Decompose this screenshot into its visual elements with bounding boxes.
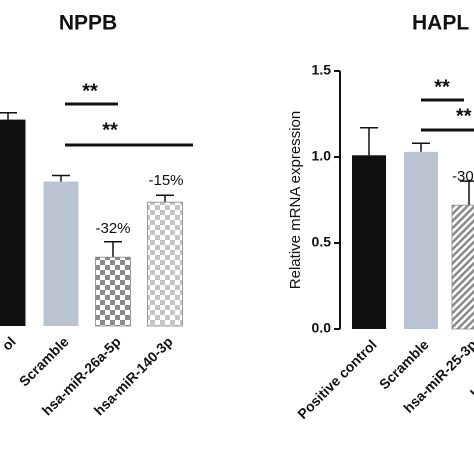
chart-title: NPPB	[59, 12, 117, 35]
chart-title: HAPL	[412, 12, 469, 35]
y-tick-label: 1.0	[312, 148, 332, 164]
y-tick-label: 1.5	[312, 62, 332, 78]
annotation: -32%	[95, 220, 130, 237]
x-tick-label: ol	[0, 333, 19, 353]
x-tick-label: Positive control	[294, 336, 380, 422]
bar	[352, 155, 386, 329]
x-tick-label: Scramble	[16, 333, 72, 389]
sig-stars: **	[102, 119, 118, 141]
y-axis-label: Relative mRNA expression	[287, 111, 304, 289]
bar	[43, 181, 79, 326]
bar	[147, 201, 183, 327]
bar	[404, 151, 438, 329]
sig-stars: **	[434, 76, 450, 98]
annotation: -30	[452, 168, 474, 185]
annotation: -15%	[148, 172, 183, 189]
y-tick-label: 0.0	[312, 320, 332, 336]
sig-stars: **	[82, 80, 98, 102]
sig-stars: **	[456, 105, 472, 127]
y-tick-label: 0.5	[312, 234, 332, 250]
bar	[451, 204, 474, 330]
bar	[95, 256, 131, 327]
bar	[0, 119, 26, 326]
